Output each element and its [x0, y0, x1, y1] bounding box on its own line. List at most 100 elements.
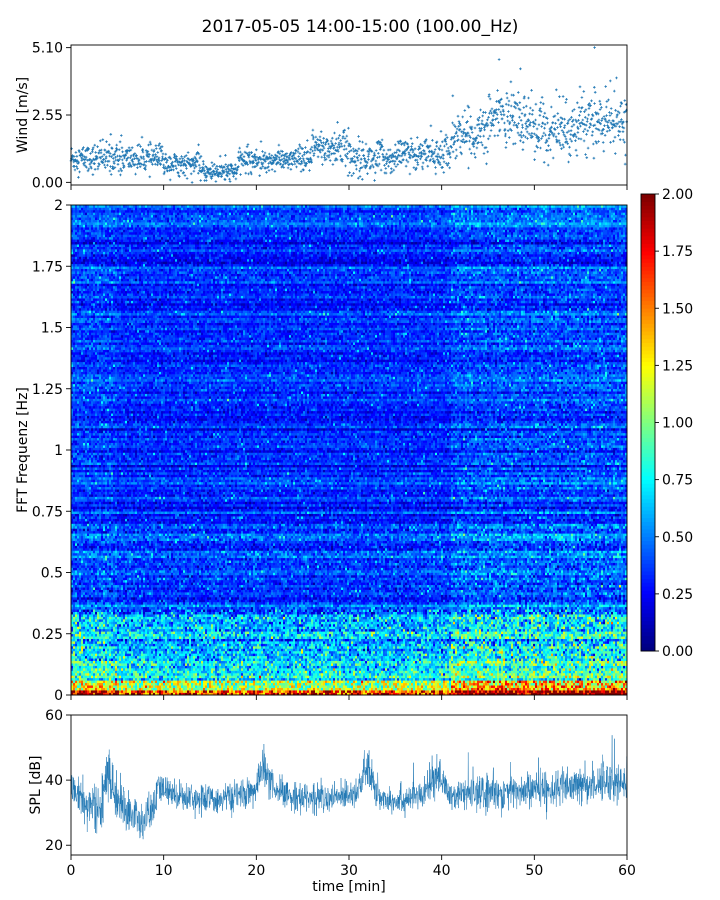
spectrogram-cell [249, 685, 252, 688]
spectrogram-cell [459, 668, 462, 671]
spectrogram-cell [181, 690, 184, 693]
spectrogram-cell [387, 653, 390, 657]
spectrogram-cell [581, 658, 584, 661]
spectrogram-cell [543, 670, 546, 674]
spectrogram-cell [619, 682, 622, 686]
spectrogram-cell [107, 692, 110, 696]
spectrogram-cell [109, 650, 112, 654]
spectrogram-cell [83, 685, 86, 688]
spectrogram-cell [505, 655, 508, 659]
spectrogram-cell [305, 680, 308, 684]
spectrogram-cell [559, 648, 562, 652]
spectrogram-cell [203, 687, 206, 691]
spectrogram-cell [323, 663, 328, 666]
spectrogram-cell [367, 650, 370, 654]
spectrogram-cell [533, 687, 536, 691]
spectrogram-cell [443, 653, 446, 657]
spectrogram-cell [467, 672, 470, 676]
spectrogram-cell [385, 677, 388, 681]
spectrogram-cell [273, 660, 276, 664]
spectrogram-cell [341, 685, 344, 688]
spectrogram-cell [317, 658, 320, 661]
spectrogram-cell [411, 668, 414, 671]
spectrogram-cell [267, 648, 270, 652]
spectrogram-cell [451, 690, 454, 693]
spectrogram-cell [129, 672, 132, 676]
spectrogram-cell [357, 668, 360, 671]
spectrogram-cell [497, 655, 500, 659]
spectrogram-cell [455, 648, 458, 652]
spectrogram-cell [601, 680, 604, 684]
spectrogram-cell [229, 650, 232, 654]
spectrogram-cell [555, 648, 558, 652]
spectrogram-cell [367, 677, 370, 681]
spectrogram-cell [431, 690, 434, 693]
spectrogram-cell [355, 675, 358, 679]
spectrogram-cell [271, 648, 274, 652]
spectrogram-cell [299, 677, 302, 681]
spectrogram-cell [81, 660, 84, 664]
spectrogram-cell [603, 680, 606, 684]
spectrogram-cell [117, 660, 120, 664]
spectrogram-cell [171, 646, 174, 649]
spectrogram-cell [523, 650, 526, 654]
spectrogram-cell [125, 692, 128, 696]
spectrogram-cell [499, 687, 502, 691]
spectrogram-cell [273, 658, 276, 661]
spectrogram-cell [277, 658, 280, 661]
spectrogram-cell [293, 670, 296, 674]
spectrogram-cell [191, 690, 194, 693]
spectrogram-cell [541, 692, 544, 696]
spectrogram-cell [345, 668, 348, 671]
spectrogram-cell [77, 692, 84, 696]
spectrogram-cell [473, 690, 476, 693]
spectrogram-cell [373, 653, 376, 657]
spectrogram-cell [541, 663, 544, 666]
spectrogram-cell [461, 668, 464, 671]
spectrogram-cell [321, 665, 324, 669]
spectrogram-cell [261, 680, 264, 684]
spectrogram-cell [583, 653, 586, 657]
spectrogram-cell [595, 650, 598, 654]
spectrogram-cell [283, 670, 286, 674]
spectrogram-cell [335, 670, 338, 674]
spectrogram-cell [413, 663, 416, 666]
spectrogram-cell [625, 690, 628, 693]
spectrogram-cell [129, 675, 132, 679]
spectrogram-cell [379, 670, 382, 674]
spectrogram-cell [571, 687, 574, 691]
spectrogram-cell [551, 672, 556, 676]
spectrogram-cell [461, 692, 464, 696]
spectrogram-cell [125, 668, 128, 671]
spectrogram-cell [341, 650, 344, 654]
spectrogram-cell [445, 670, 448, 674]
spectrogram-cell [561, 685, 566, 688]
spectrogram-cell [429, 690, 432, 693]
spectrogram-cell [465, 682, 468, 686]
spectrogram-cell [335, 692, 338, 696]
spectrogram-cell [247, 692, 250, 696]
spectrogram-cell [513, 650, 516, 654]
spectrogram-cell [511, 680, 514, 684]
spectrogram-cell [431, 660, 434, 664]
spectrogram-cell [597, 668, 600, 671]
spectrogram-cell [539, 687, 542, 691]
spectrogram-cell [511, 648, 514, 652]
spectrogram-cell [111, 665, 114, 669]
spectrogram-cell [327, 680, 330, 684]
spectrogram-cell [209, 687, 212, 691]
spectrogram-cell [607, 655, 610, 659]
spectrogram-cell [503, 690, 506, 693]
spectrogram-cell [155, 650, 158, 654]
spectrogram-cell [205, 663, 208, 666]
spectrogram-cell [203, 677, 206, 681]
spectrogram-cell [359, 687, 362, 691]
spectrogram-cell [579, 682, 582, 686]
spectrogram-cell [385, 682, 388, 686]
spectrogram-cell [375, 690, 378, 693]
spectrogram-cell [429, 685, 432, 688]
spectrogram-cell [101, 653, 104, 657]
spectrogram-cell [549, 682, 552, 686]
spectrogram-cell [343, 655, 346, 659]
spectrogram-cell [525, 685, 528, 688]
